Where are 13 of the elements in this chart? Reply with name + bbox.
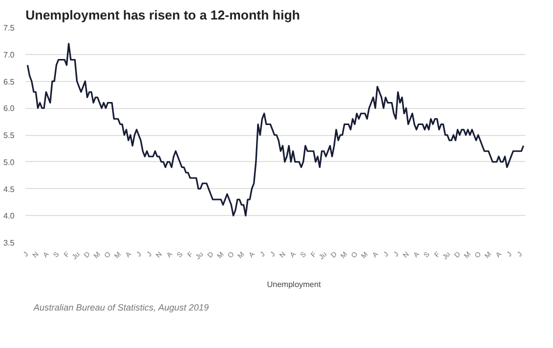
y-tick-label: 5.0: [3, 158, 16, 167]
y-tick-label: 4.5: [3, 184, 16, 194]
y-tick-label: 6.0: [3, 104, 16, 114]
text: Australian Bureau of Statistics, August 2019: [32, 302, 209, 312]
y-tick-label: 3.5: [3, 238, 16, 248]
y-tick-label: 4.0: [3, 212, 16, 221]
text: Unemployment: [267, 280, 321, 288]
y-tick-label: 7.0: [3, 50, 16, 60]
y-tick-label: 6.5: [3, 77, 16, 86]
line-series: [26, 42, 524, 216]
chart-title: Unemployment has risen to a 12-month high: [26, 8, 300, 22]
y-tick-label: 5.5: [3, 131, 16, 140]
y-tick-label: 7.5: [3, 24, 16, 32]
